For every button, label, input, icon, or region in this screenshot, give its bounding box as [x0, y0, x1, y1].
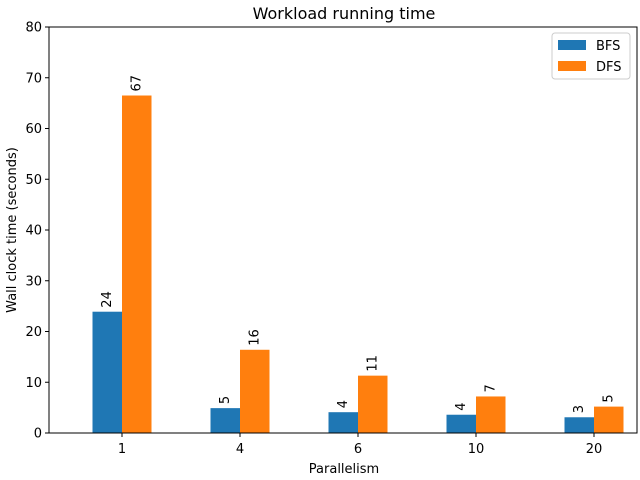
- y-tick-label: 70: [25, 71, 42, 86]
- bar-bfs-10: [446, 414, 476, 433]
- y-tick-label: 50: [25, 173, 42, 188]
- bar-dfs-1: [122, 95, 152, 433]
- y-tick-label: 80: [25, 21, 42, 36]
- x-tick-label: 20: [586, 442, 603, 457]
- y-tick-label: 10: [25, 376, 42, 391]
- bar-bfs-6: [328, 412, 358, 433]
- y-tick-label: 0: [34, 427, 42, 442]
- data-label: 5: [218, 396, 233, 404]
- data-label: 4: [336, 400, 351, 408]
- x-tick-label: 4: [236, 442, 244, 457]
- data-label: 4: [454, 402, 469, 410]
- data-label: 16: [248, 329, 263, 346]
- bar-dfs-6: [358, 375, 388, 433]
- chart-title: Workload running time: [253, 4, 436, 23]
- x-tick-label: 6: [354, 442, 362, 457]
- y-tick-label: 40: [25, 224, 42, 239]
- bar-bfs-20: [564, 417, 594, 433]
- x-tick-label: 10: [468, 442, 485, 457]
- data-label: 24: [100, 291, 115, 308]
- y-axis-label: Wall clock time (seconds): [5, 147, 20, 313]
- legend-swatch-bfs: [558, 40, 586, 50]
- bar-bfs-4: [210, 408, 240, 433]
- legend-label-dfs: DFS: [596, 60, 622, 75]
- y-tick-label: 30: [25, 274, 42, 289]
- bar-dfs-10: [476, 396, 506, 433]
- data-label: 7: [484, 384, 499, 392]
- bar-dfs-20: [594, 406, 624, 433]
- y-tick-label: 20: [25, 325, 42, 340]
- data-label: 3: [572, 405, 587, 413]
- x-axis-label: Parallelism: [309, 462, 379, 477]
- legend: BFS DFS: [551, 32, 631, 80]
- x-tick-label: 1: [118, 442, 126, 457]
- legend-swatch-dfs: [558, 61, 586, 71]
- data-label: 67: [130, 75, 145, 92]
- y-tick-label: 60: [25, 122, 42, 137]
- data-label: 11: [366, 355, 381, 372]
- bar-bfs-1: [92, 311, 122, 433]
- data-label: 5: [602, 394, 617, 402]
- legend-label-bfs: BFS: [596, 39, 620, 54]
- bar-dfs-4: [240, 349, 270, 433]
